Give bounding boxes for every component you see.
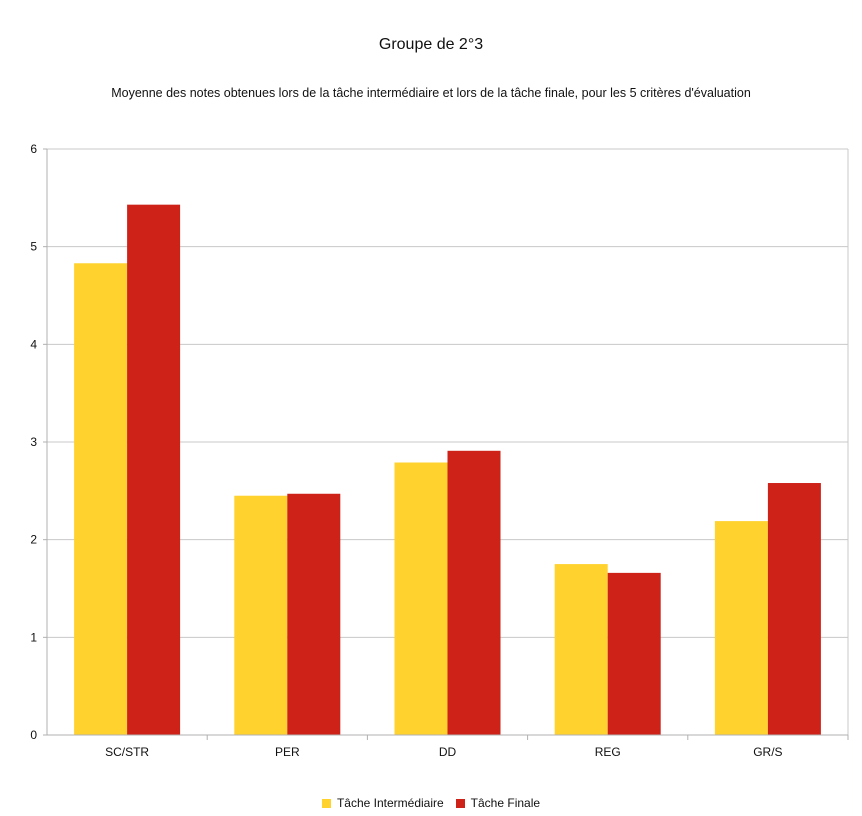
y-tick-label-3: 3 <box>30 435 37 449</box>
bar-reg-series-0 <box>554 564 608 735</box>
axes <box>43 148 849 740</box>
legend-label-0: Tâche Intermédiaire <box>336 796 444 810</box>
bar-reg-series-1 <box>607 572 661 735</box>
y-tick-label-1: 1 <box>30 630 37 644</box>
bar-sc-str-series-1 <box>127 204 181 736</box>
bars <box>74 204 821 736</box>
y-tick-label-2: 2 <box>30 533 37 547</box>
legend-swatch-1 <box>455 798 465 808</box>
x-tick-label-2: DD <box>439 745 457 759</box>
y-tick-label-4: 4 <box>30 337 37 351</box>
legend-swatch-0 <box>321 798 331 808</box>
bar-per-series-1 <box>287 493 341 735</box>
bar-dd-series-1 <box>447 450 501 735</box>
chart-subtitle: Moyenne des notes obtenues lors de la tâ… <box>111 86 751 100</box>
legend-label-1: Tâche Finale <box>470 796 541 810</box>
bar-gr-s-series-1 <box>767 483 821 735</box>
legend-item-0: Tâche Intermédiaire <box>321 796 444 810</box>
bar-chart: 0 1 2 3 4 5 6 SC/STR PER DD REG GR/S <box>30 142 849 759</box>
bar-gr-s-series-0 <box>714 521 768 735</box>
axis-labels: 0 1 2 3 4 5 6 SC/STR PER DD REG GR/S <box>30 142 782 759</box>
bar-dd-series-0 <box>394 462 448 735</box>
legend-item-1: Tâche Finale <box>455 796 541 810</box>
bar-per-series-0 <box>234 495 288 735</box>
x-tick-label-0: SC/STR <box>105 745 149 759</box>
y-tick-label-6: 6 <box>30 142 37 156</box>
chart-legend: Tâche Intermédiaire Tâche Finale <box>0 796 862 810</box>
x-tick-label-3: REG <box>595 745 621 759</box>
y-tick-label-0: 0 <box>30 728 37 742</box>
x-tick-label-1: PER <box>275 745 300 759</box>
x-tick-label-4: GR/S <box>753 745 782 759</box>
chart-title: Groupe de 2°3 <box>378 36 484 53</box>
y-tick-label-5: 5 <box>30 240 37 254</box>
bar-sc-str-series-0 <box>74 263 128 735</box>
